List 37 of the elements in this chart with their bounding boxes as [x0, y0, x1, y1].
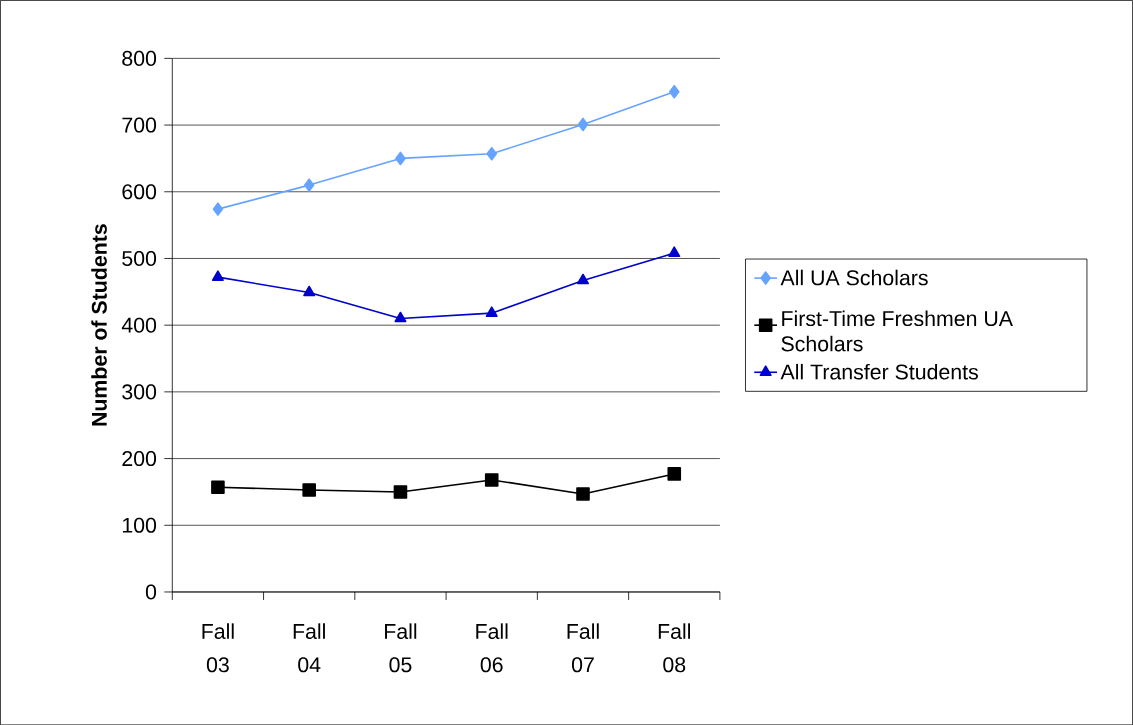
point	[302, 482, 316, 497]
legend-label: All Transfer Students	[780, 363, 978, 380]
x-tick-label: Fall 06	[476, 623, 508, 673]
y-tick-label: 300	[122, 384, 157, 400]
point	[394, 311, 407, 323]
y-tick-label: 400	[121, 317, 157, 333]
y-tick-label: 0	[145, 584, 157, 600]
x-tick-label: Fall 08	[658, 623, 690, 673]
point	[393, 484, 408, 499]
legend-label: First-Time Freshmen UA Scholars	[781, 310, 1013, 352]
x-tick-label: Fall 05	[385, 623, 417, 673]
x-tick-label: Fall 04	[293, 623, 325, 673]
y-tick-label: 200	[122, 450, 157, 466]
y-tick-label: 800	[122, 50, 157, 66]
point	[484, 472, 499, 487]
point	[576, 486, 590, 501]
y-tick-label: 700	[122, 117, 157, 133]
point	[667, 466, 682, 481]
point	[485, 306, 498, 317]
y-tick-label: 600	[122, 184, 157, 200]
y-tick-label: 500	[122, 250, 157, 266]
legend-label: All UA Scholars	[780, 269, 928, 286]
x-tick-label: Fall 07	[567, 623, 599, 673]
y-axis-title: Number of Students	[91, 224, 107, 426]
point	[486, 146, 498, 161]
point	[577, 117, 589, 132]
point	[577, 273, 589, 285]
x-tick-label: Fall 03	[202, 623, 234, 673]
point	[211, 270, 224, 281]
y-tick-label: 100	[122, 517, 157, 533]
point	[668, 246, 681, 257]
point	[303, 178, 315, 192]
point	[212, 202, 224, 216]
point	[395, 151, 406, 166]
point	[668, 84, 680, 99]
point	[303, 285, 316, 297]
point	[211, 480, 225, 494]
